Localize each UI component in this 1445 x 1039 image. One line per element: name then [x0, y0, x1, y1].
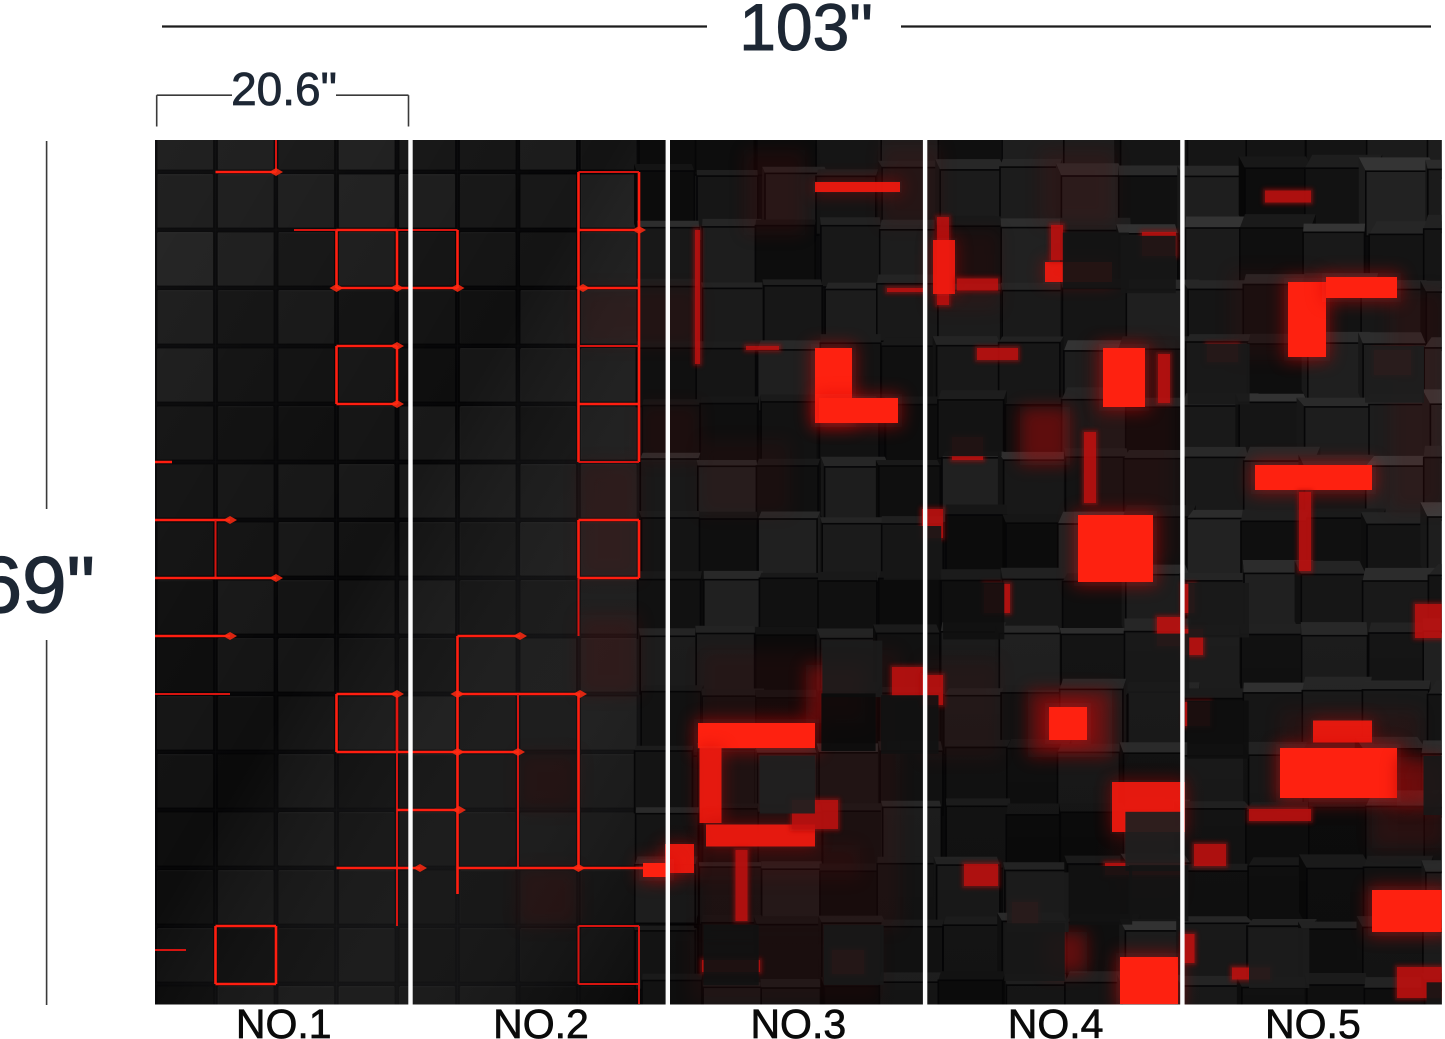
svg-text:103": 103"	[739, 0, 873, 64]
svg-text:NO.1: NO.1	[236, 1001, 332, 1039]
svg-text:NO.2: NO.2	[493, 1001, 589, 1039]
svg-text:NO.4: NO.4	[1008, 1001, 1104, 1039]
svg-text:20.6": 20.6"	[231, 63, 337, 115]
svg-text:69": 69"	[0, 540, 95, 629]
svg-text:NO.3: NO.3	[750, 1001, 846, 1039]
svg-text:NO.5: NO.5	[1265, 1001, 1361, 1039]
